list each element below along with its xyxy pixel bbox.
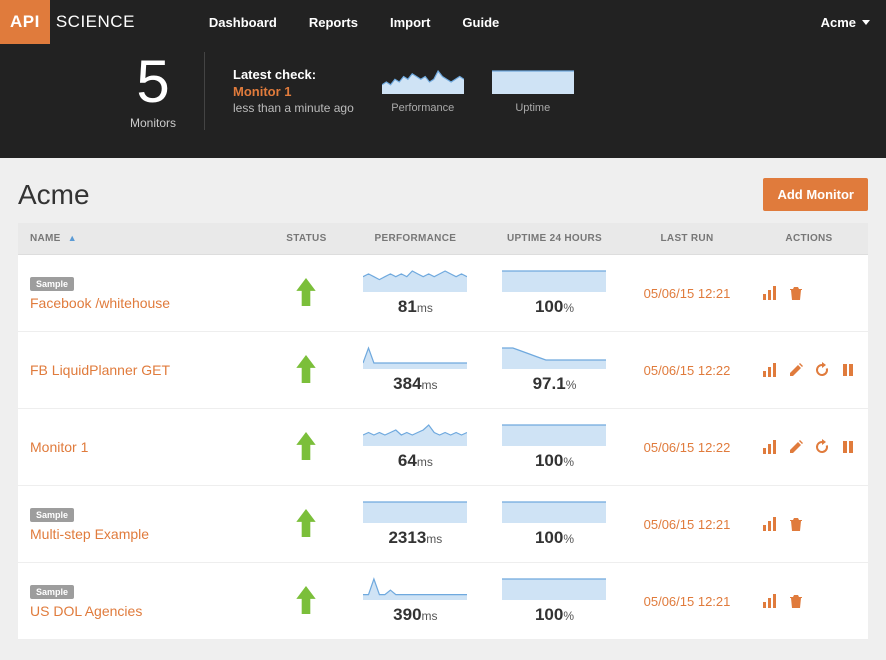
refresh-icon[interactable]	[814, 362, 830, 378]
monitor-count: 5 Monitors	[130, 52, 205, 130]
uptime-value: 100%	[497, 605, 612, 625]
performance-value: 384ms	[358, 374, 473, 394]
uptime-value: 100%	[497, 451, 612, 471]
status-up-icon	[295, 509, 317, 540]
last-run: 05/06/15 12:22	[624, 409, 750, 486]
performance-caption: Performance	[382, 102, 464, 114]
trash-icon[interactable]	[788, 285, 804, 301]
sort-asc-icon: ▲	[68, 233, 77, 243]
pause-icon[interactable]	[840, 439, 856, 455]
nav-guide[interactable]: Guide	[462, 15, 499, 30]
latest-check-monitor[interactable]: Monitor 1	[233, 84, 354, 99]
nav-dashboard[interactable]: Dashboard	[209, 15, 277, 30]
uptime-sparkline	[502, 269, 606, 293]
monitor-name-link[interactable]: FB LiquidPlanner GET	[30, 362, 170, 378]
nav-reports[interactable]: Reports	[309, 15, 358, 30]
col-name[interactable]: NAME ▲	[18, 223, 267, 255]
account-name: Acme	[821, 15, 856, 30]
latest-check: Latest check: Monitor 1 less than a minu…	[233, 67, 354, 115]
sample-badge: Sample	[30, 585, 74, 599]
sample-badge: Sample	[30, 508, 74, 522]
performance-value: 81ms	[358, 297, 473, 317]
main-area: Acme Add Monitor NAME ▲ STATUS PERFORMAN…	[0, 158, 886, 660]
uptime-sparkline	[502, 500, 606, 524]
uptime-sparkline	[502, 577, 606, 601]
chart-icon[interactable]	[762, 439, 778, 455]
performance-value: 2313ms	[358, 528, 473, 548]
add-monitor-button[interactable]: Add Monitor	[763, 178, 868, 211]
monitor-name-link[interactable]: US DOL Agencies	[30, 603, 142, 619]
status-up-icon	[295, 432, 317, 463]
performance-sparkline	[363, 269, 467, 293]
edit-icon[interactable]	[788, 362, 804, 378]
col-last-run[interactable]: LAST RUN	[624, 223, 750, 255]
top-bar: API SCIENCE Dashboard Reports Import Gui…	[0, 0, 886, 158]
action-group	[762, 439, 856, 455]
uptime-sparkline	[502, 423, 606, 447]
monitor-table: NAME ▲ STATUS PERFORMANCE UPTIME 24 HOUR…	[18, 223, 868, 640]
col-actions: ACTIONS	[750, 223, 868, 255]
col-performance[interactable]: PERFORMANCE	[346, 223, 485, 255]
monitor-count-number: 5	[130, 52, 176, 112]
performance-sparkline	[363, 346, 467, 370]
nav-import[interactable]: Import	[390, 15, 430, 30]
trash-icon[interactable]	[788, 516, 804, 532]
uptime-value: 100%	[497, 528, 612, 548]
status-up-icon	[295, 278, 317, 309]
performance-sparkline	[363, 423, 467, 447]
chart-icon[interactable]	[762, 593, 778, 609]
action-group	[762, 593, 856, 609]
performance-value: 390ms	[358, 605, 473, 625]
logo[interactable]: API SCIENCE	[0, 0, 145, 44]
action-group	[762, 285, 856, 301]
table-row: FB LiquidPlanner GET 384ms 97.1% 05/06/15 1…	[18, 332, 868, 409]
chart-icon[interactable]	[762, 285, 778, 301]
pause-icon[interactable]	[840, 362, 856, 378]
caret-down-icon	[862, 20, 870, 25]
uptime-caption: Uptime	[492, 102, 574, 114]
account-menu[interactable]: Acme	[821, 15, 870, 30]
table-row: Sample Facebook /whitehouse 81ms 100% 05/06/…	[18, 255, 868, 332]
col-uptime[interactable]: UPTIME 24 HOURS	[485, 223, 624, 255]
nav-row: API SCIENCE Dashboard Reports Import Gui…	[0, 0, 886, 44]
uptime-value: 97.1%	[497, 374, 612, 394]
status-row: 5 Monitors Latest check: Monitor 1 less …	[0, 44, 886, 130]
logo-science: SCIENCE	[50, 0, 145, 44]
performance-sparkline	[363, 500, 467, 524]
status-up-icon	[295, 355, 317, 386]
page-title: Acme	[18, 179, 90, 211]
table-row: Sample Multi-step Example 2313ms 100% 05/06/…	[18, 486, 868, 563]
status-up-icon	[295, 586, 317, 617]
summary-uptime-spark: Uptime	[492, 69, 574, 114]
col-status[interactable]: STATUS	[267, 223, 346, 255]
edit-icon[interactable]	[788, 439, 804, 455]
title-row: Acme Add Monitor	[18, 178, 868, 211]
performance-sparkline	[363, 577, 467, 601]
latest-check-ago: less than a minute ago	[233, 101, 354, 115]
action-group	[762, 362, 856, 378]
chart-icon[interactable]	[762, 516, 778, 532]
performance-value: 64ms	[358, 451, 473, 471]
trash-icon[interactable]	[788, 593, 804, 609]
uptime-sparkline	[502, 346, 606, 370]
summary-performance-spark: Performance	[382, 69, 464, 114]
action-group	[762, 516, 856, 532]
performance-sparkline	[382, 69, 464, 95]
monitor-count-label: Monitors	[130, 116, 176, 130]
nav-links: Dashboard Reports Import Guide	[209, 15, 499, 30]
uptime-value: 100%	[497, 297, 612, 317]
logo-api: API	[0, 0, 50, 44]
uptime-sparkline	[492, 69, 574, 95]
monitor-name-link[interactable]: Multi-step Example	[30, 526, 149, 542]
last-run: 05/06/15 12:22	[624, 332, 750, 409]
monitor-name-link[interactable]: Facebook /whitehouse	[30, 295, 170, 311]
monitor-name-link[interactable]: Monitor 1	[30, 439, 88, 455]
refresh-icon[interactable]	[814, 439, 830, 455]
latest-check-heading: Latest check:	[233, 67, 354, 82]
table-row: Monitor 1 64ms 100% 05/06/15 12:22	[18, 409, 868, 486]
chart-icon[interactable]	[762, 362, 778, 378]
sample-badge: Sample	[30, 277, 74, 291]
last-run: 05/06/15 12:21	[624, 486, 750, 563]
last-run: 05/06/15 12:21	[624, 255, 750, 332]
